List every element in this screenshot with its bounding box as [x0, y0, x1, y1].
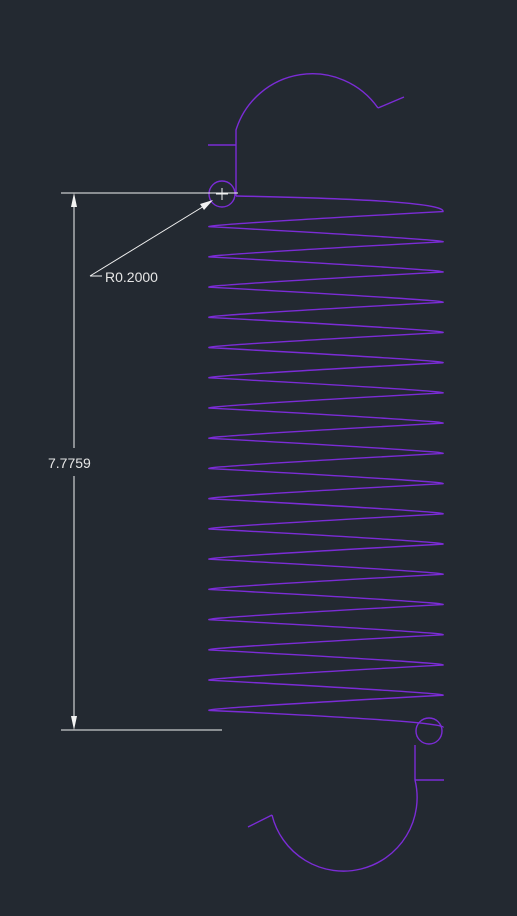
spring-coils — [208, 195, 444, 729]
bottom-hook-tail — [247, 814, 273, 828]
bottom-hook — [247, 745, 444, 872]
top-radius-circle[interactable] — [208, 180, 236, 208]
spring-helix[interactable] — [208, 195, 444, 729]
length-dimension[interactable]: 7.7759 — [48, 192, 238, 731]
bottom-hook-arc — [271, 745, 418, 872]
top-end-circle[interactable] — [208, 180, 236, 208]
bottom-end-circle[interactable] — [415, 717, 443, 745]
top-hook — [208, 73, 405, 196]
radius-arrowhead — [200, 200, 213, 210]
top-hook-tail — [377, 96, 405, 109]
radius-leader-line — [89, 202, 210, 277]
radius-dimension-label: R0.2000 — [105, 269, 158, 285]
dimension-arrow-top — [71, 193, 77, 207]
dimension-arrow-bottom — [71, 716, 77, 730]
top-hook-arc — [235, 73, 379, 196]
radius-dimension[interactable]: R0.2000 — [89, 200, 213, 285]
length-dimension-label: 7.7759 — [48, 455, 91, 471]
